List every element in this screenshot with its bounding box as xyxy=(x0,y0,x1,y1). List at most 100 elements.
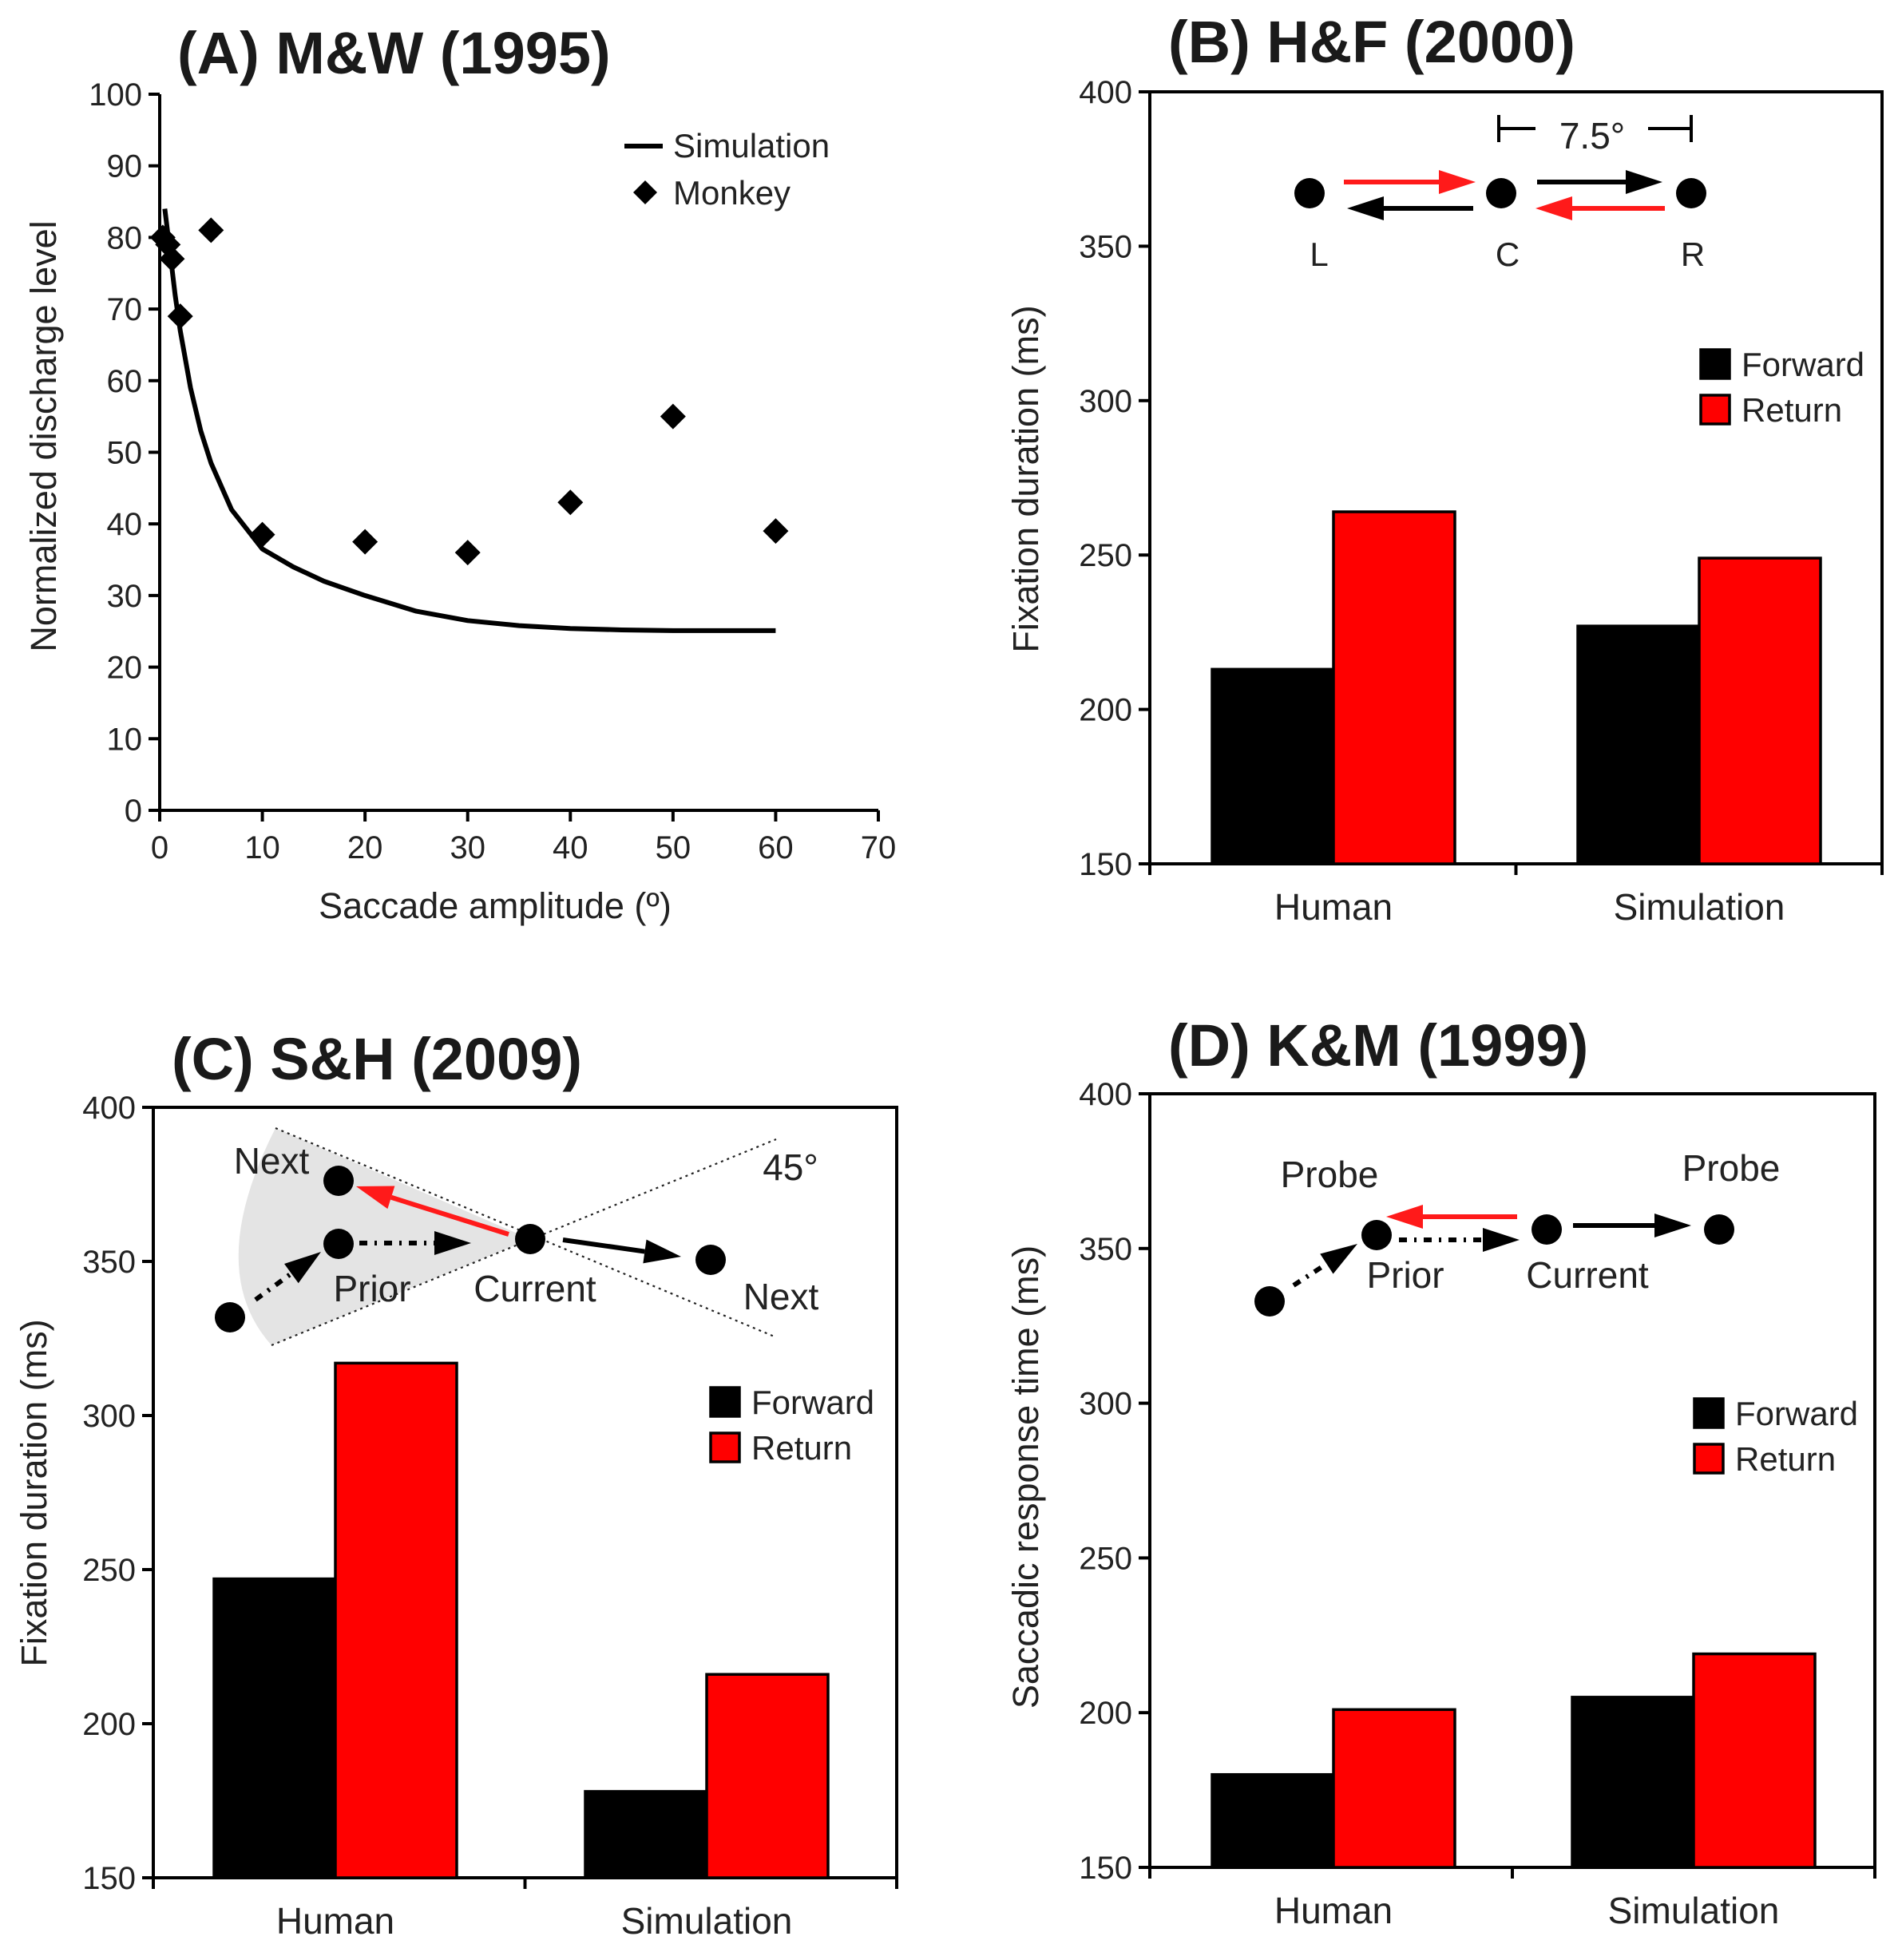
monkey-point xyxy=(167,303,193,330)
bar-return xyxy=(705,1673,830,1879)
monkey-point xyxy=(249,521,275,548)
y-tick-label: 250 xyxy=(82,1553,136,1588)
legend-forward-label: Forward xyxy=(751,1384,874,1421)
dot-probe-right xyxy=(1704,1214,1734,1245)
y-tick-label: 10 xyxy=(107,722,143,757)
y-tick-label: 300 xyxy=(82,1399,136,1434)
label-current: Current xyxy=(1526,1254,1649,1296)
y-tick-label: 60 xyxy=(107,364,143,399)
dot-start xyxy=(215,1302,245,1332)
bar-return xyxy=(1332,1708,1456,1869)
y-tick-label: 80 xyxy=(107,220,143,255)
y-tick-label: 300 xyxy=(1079,1387,1132,1422)
point-label-r: R xyxy=(1681,236,1705,273)
cone-edge-lower xyxy=(271,1138,777,1347)
y-tick-label: 200 xyxy=(1079,693,1132,728)
legend-return-swatch xyxy=(1699,394,1731,426)
chart-title: (A) M&W (1995) xyxy=(177,20,611,86)
label-next-left: Next xyxy=(234,1140,310,1182)
bar-forward xyxy=(212,1577,337,1879)
bar-forward xyxy=(1576,624,1701,865)
arrow-start-to-prior-shaft xyxy=(1292,1261,1329,1288)
y-tick-label: 70 xyxy=(107,292,143,327)
arrow-current-to-next-red-shaft xyxy=(390,1194,509,1237)
y-tick-label: 200 xyxy=(82,1707,136,1742)
legend-return-label: Return xyxy=(751,1429,852,1467)
simulation-line xyxy=(162,208,776,633)
bar-return xyxy=(1692,1652,1817,1869)
bar-return xyxy=(334,1361,458,1879)
x-tick-label: 60 xyxy=(758,830,794,865)
arrow-prior-to-current-head xyxy=(1483,1228,1520,1252)
y-tick-label: 350 xyxy=(1079,229,1132,264)
y-tick-label: 150 xyxy=(1079,847,1132,882)
monkey-point xyxy=(557,489,584,516)
panel-a: (A) M&W (1995) 0 10 20 30 40 50 60 70 80 90 100 0 10 2… xyxy=(23,20,896,926)
arrow-start-to-prior-head xyxy=(1320,1244,1357,1274)
dot-next-left xyxy=(323,1166,354,1196)
point-label-c: C xyxy=(1496,236,1520,273)
y-tick-label: 300 xyxy=(1079,384,1132,419)
arrow-c-to-r-head xyxy=(1626,170,1662,194)
y-tick-label: 150 xyxy=(82,1861,136,1896)
y-tick-label: 400 xyxy=(1079,75,1132,110)
arrow-start-to-prior-head xyxy=(284,1252,321,1284)
x-tick-label: 70 xyxy=(861,830,897,865)
y-tick-label: 200 xyxy=(1079,1696,1132,1731)
arrow-l-to-c-red-head xyxy=(1439,170,1476,194)
arrow-current-to-next-head xyxy=(643,1239,681,1264)
legend-forward-swatch xyxy=(709,1386,741,1418)
dot-current xyxy=(1532,1214,1562,1245)
y-axis-label: Fixation duration (ms) xyxy=(14,1319,54,1666)
y-tick-label: 100 xyxy=(89,77,142,113)
bar-return xyxy=(1698,556,1822,865)
y-tick-label: 350 xyxy=(1079,1232,1132,1267)
y-tick-label: 350 xyxy=(82,1245,136,1280)
y-tick-label: 250 xyxy=(1079,538,1132,573)
arrow-current-to-prior-red-head xyxy=(1386,1205,1423,1229)
y-axis-label: Normalized discharge level xyxy=(23,220,64,651)
dot-r xyxy=(1676,178,1706,208)
y-tick-label: 400 xyxy=(1079,1077,1132,1112)
monkey-point xyxy=(352,529,378,555)
label-probe-right: Probe xyxy=(1682,1147,1781,1189)
label-current: Current xyxy=(474,1268,596,1309)
label-prior: Prior xyxy=(1366,1254,1444,1296)
bar-forward xyxy=(1211,1772,1335,1869)
dot-start xyxy=(1254,1286,1285,1317)
monkey-point xyxy=(159,246,185,272)
label-probe-left: Probe xyxy=(1281,1154,1379,1195)
dot-l xyxy=(1294,178,1325,208)
y-tick-label: 30 xyxy=(107,579,143,614)
arrow-start-to-prior-shaft xyxy=(254,1271,293,1302)
legend-monkey-label: Monkey xyxy=(673,174,791,212)
chart-title: (D) K&M (1999) xyxy=(1168,1012,1588,1079)
panel-d: (D) K&M (1999) 150 200 250 300 350 400 Saccadic… xyxy=(1005,1012,1876,1931)
category-label: Simulation xyxy=(1608,1890,1780,1931)
legend-monkey-swatch xyxy=(633,180,657,204)
monkey-point xyxy=(660,403,686,430)
dot-current xyxy=(515,1224,545,1254)
label-prior: Prior xyxy=(333,1268,410,1309)
category-label: Simulation xyxy=(1614,886,1785,928)
y-tick-label: 50 xyxy=(107,436,143,471)
panel-b: (B) H&F (2000) 150 200 250 300 350 400 Fixation… xyxy=(1005,9,1884,928)
x-tick-label: 50 xyxy=(656,830,691,865)
x-axis-label: Saccade amplitude (º) xyxy=(319,885,672,926)
bar-forward xyxy=(1571,1696,1695,1869)
dot-prior xyxy=(1361,1220,1392,1250)
arrow-current-to-probe-head xyxy=(1654,1214,1691,1237)
arrow-r-to-c-red-head xyxy=(1535,196,1572,220)
dot-prior xyxy=(323,1229,354,1259)
bar-forward xyxy=(1211,667,1335,865)
point-label-l: L xyxy=(1310,236,1328,273)
arrow-prior-to-current-head xyxy=(434,1231,471,1255)
y-tick-label: 20 xyxy=(107,651,143,686)
angle-label: 45° xyxy=(763,1146,818,1188)
chart-title: (B) H&F (2000) xyxy=(1168,9,1575,75)
x-tick-label: 30 xyxy=(450,830,485,865)
monkey-point xyxy=(198,217,224,244)
panel-c: (C) S&H (2009) 150 200 250 300 350 400 Fixation… xyxy=(14,1026,898,1942)
y-tick-label: 40 xyxy=(107,507,143,542)
